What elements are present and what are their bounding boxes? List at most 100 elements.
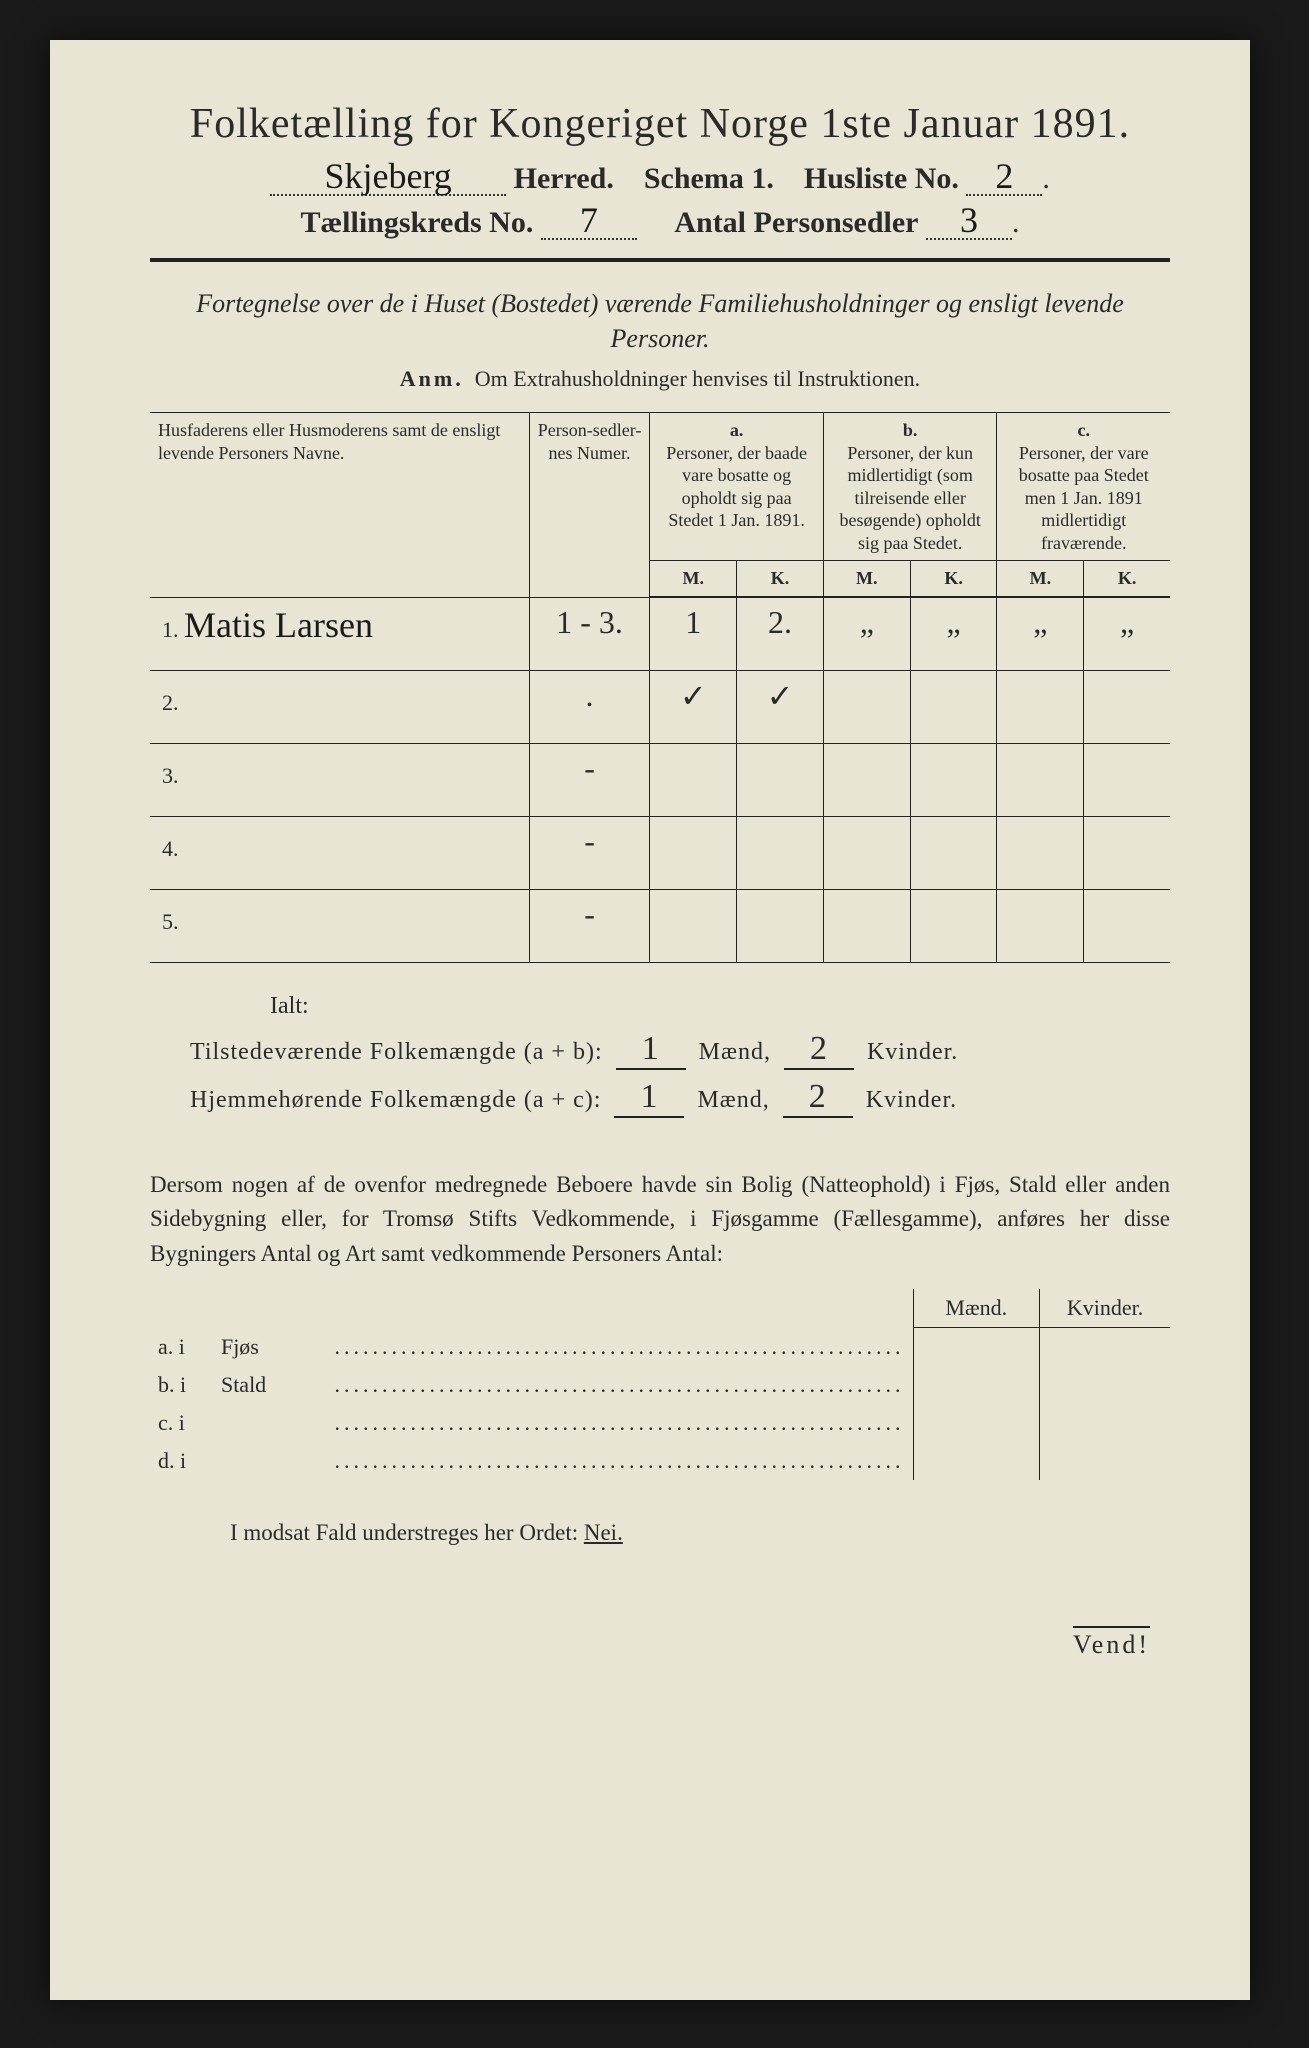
lodging-k [1040,1328,1170,1366]
page-title: Folketælling for Kongeriget Norge 1ste J… [150,100,1170,148]
row-cell: ✓ [737,670,824,743]
lodging-type [213,1404,327,1442]
row-cell [997,670,1084,743]
header-row-1: Skjeberg Herred. Schema 1. Husliste No. … [150,158,1170,196]
antal-value: 3 [926,202,1012,240]
row-cell: - [529,889,650,962]
row-cell [910,889,997,962]
row-cell [1084,670,1170,743]
a-k: K. [737,561,824,597]
lodging-lbl: d. i [150,1442,213,1480]
row-cell [650,816,737,889]
sum1-k: 2 [784,1030,854,1070]
lodging-row: a. iFjøs................................… [150,1328,1170,1366]
row-cell: „ [997,597,1084,670]
row-cell [823,670,910,743]
table-row: 5. - [150,889,1170,962]
row-cell: 4. [150,816,529,889]
row-cell [1084,743,1170,816]
lodging-k [1040,1404,1170,1442]
sum-line-2: Hjemmehørende Folkemængde (a + c): 1 Mæn… [190,1078,1170,1118]
lodging-dots: ........................................… [327,1366,914,1404]
col-c-header: c.Personer, der vare bosatte paa Stedet … [997,413,1170,561]
lodging-m [913,1328,1040,1366]
row-cell: „ [910,597,997,670]
lodging-type [213,1442,327,1480]
row-cell [910,670,997,743]
row-cell: ✓ [650,670,737,743]
row-cell [910,743,997,816]
sum1-m: 1 [616,1030,686,1070]
b-k: K. [910,561,997,597]
row-cell [823,743,910,816]
lodging-lbl: a. i [150,1328,213,1366]
lodging-m [913,1442,1040,1480]
col-num-header: Person-sedler-nes Numer. [529,413,650,598]
header-row-2: Tællingskreds No. 7 Antal Personsedler 3… [150,202,1170,240]
table-row: 2. .✓✓ [150,670,1170,743]
row-cell [650,743,737,816]
sum-line-1: Tilstedeværende Folkemængde (a + b): 1 M… [190,1030,1170,1070]
anm-text: Om Extrahusholdninger henvises til Instr… [475,366,920,391]
row-cell: „ [1084,597,1170,670]
row-cell [910,816,997,889]
row-cell: - [529,816,650,889]
lodging-table: Mænd. Kvinder. a. iFjøs.................… [150,1289,1170,1480]
row-cell: 1. Matis Larsen [150,597,529,670]
husliste-value: 2 [966,158,1042,196]
lodging-type: Stald [213,1366,327,1404]
c-m: M. [997,561,1084,597]
divider [150,258,1170,262]
row-cell [1084,889,1170,962]
a-m: M. [650,561,737,597]
lodging-head-m: Mænd. [913,1289,1040,1328]
row-cell [737,816,824,889]
row-cell [997,889,1084,962]
col-a-header: a.Personer, der baade vare bosatte og op… [650,413,824,561]
row-cell: - [529,743,650,816]
c-k: K. [1084,561,1170,597]
row-cell [737,889,824,962]
household-table: Husfaderens eller Husmoderens samt de en… [150,412,1170,963]
anm-label: Anm. [400,366,464,391]
lodging-m [913,1404,1040,1442]
table-row: 4. - [150,816,1170,889]
row-cell [737,743,824,816]
lodging-m [913,1366,1040,1404]
subtitle: Fortegnelse over de i Huset (Bostedet) v… [190,286,1130,356]
lodging-dots: ........................................… [327,1328,914,1366]
nei-line: I modsat Fald understreges her Ordet: Ne… [230,1520,1170,1546]
lodging-row: b. iStald...............................… [150,1366,1170,1404]
sum2-m: 1 [614,1078,684,1118]
anm-line: Anm. Om Extrahusholdninger henvises til … [150,366,1170,392]
row-cell [650,889,737,962]
row-cell: 1 [650,597,737,670]
lodging-lbl: c. i [150,1404,213,1442]
lodging-lbl: b. i [150,1366,213,1404]
lodging-paragraph: Dersom nogen af de ovenfor medregnede Be… [150,1168,1170,1272]
row-cell [823,889,910,962]
husliste-label: Husliste No. [804,162,959,195]
row-cell [823,816,910,889]
antal-label: Antal Personsedler [674,206,918,239]
row-cell: „ [823,597,910,670]
herred-label: Herred. [514,162,614,195]
row-cell [997,743,1084,816]
lodging-dots: ........................................… [327,1442,914,1480]
lodging-dots: ........................................… [327,1404,914,1442]
schema-label: Schema 1. [644,162,774,195]
table-row: 3. - [150,743,1170,816]
vend-label: Vend! [1073,1626,1150,1660]
kreds-label: Tællingskreds No. [301,206,534,239]
kreds-value: 7 [541,202,637,240]
lodging-row: d. i....................................… [150,1442,1170,1480]
row-cell: 2. [150,670,529,743]
col-b-header: b.Personer, der kun midlertidigt (som ti… [823,413,997,561]
row-cell [997,816,1084,889]
lodging-k [1040,1366,1170,1404]
totals-block: Ialt: Tilstedeværende Folkemængde (a + b… [150,993,1170,1118]
lodging-row: c. i....................................… [150,1404,1170,1442]
col-name-header: Husfaderens eller Husmoderens samt de en… [150,413,529,598]
sum2-k: 2 [783,1078,853,1118]
b-m: M. [823,561,910,597]
